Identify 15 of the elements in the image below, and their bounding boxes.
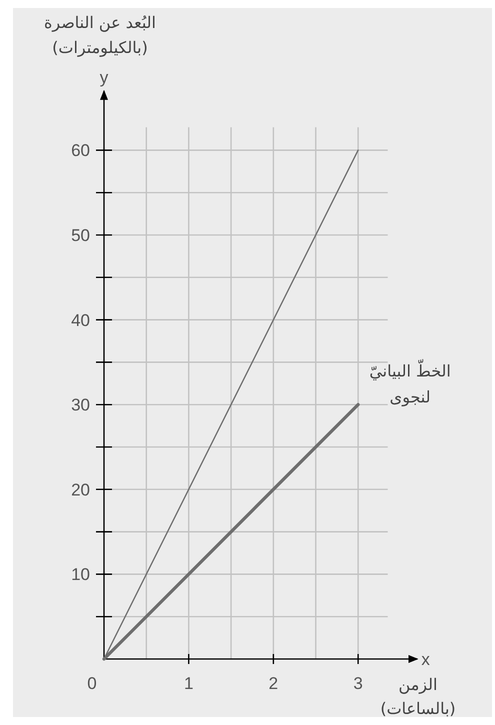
y-tick-label: 40	[71, 310, 90, 330]
series-label: الخطّ البيانيّ لنجوى	[369, 359, 451, 407]
y-axis-title: البُعد عن الناصرة (بالكيلومترات)	[44, 13, 156, 57]
y-tick-label: 30	[71, 396, 90, 415]
text: y	[100, 68, 109, 87]
y-tick-label: 10	[71, 565, 90, 584]
x-tick-label: 3	[353, 674, 363, 693]
x-tick-label: 1	[184, 674, 194, 693]
y-tick-label: 20	[71, 480, 90, 500]
x-tick-label: 2	[268, 674, 278, 693]
text: x	[421, 650, 430, 669]
y-tick-label: 60	[71, 141, 90, 160]
x-tick-label: 0	[87, 674, 97, 693]
y-tick-label: 50	[71, 226, 90, 245]
x-axis-title: الزمن (بالساعات)	[380, 675, 456, 718]
